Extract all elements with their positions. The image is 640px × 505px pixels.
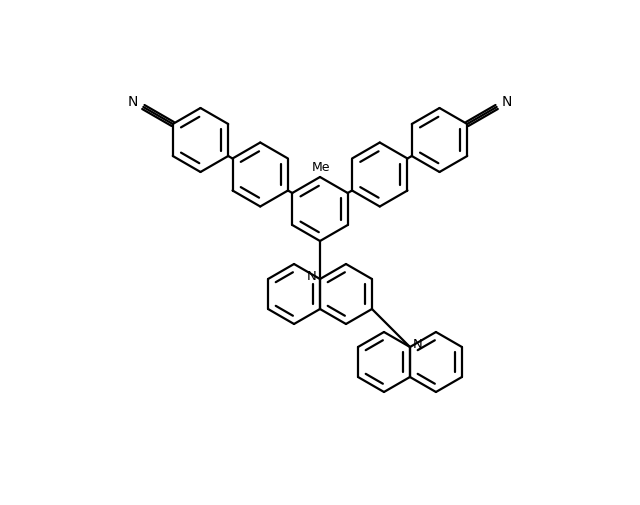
Text: N: N	[307, 269, 317, 282]
Text: Me: Me	[312, 160, 330, 173]
Text: N: N	[413, 338, 423, 351]
Text: N: N	[502, 95, 512, 109]
Text: N: N	[128, 95, 138, 109]
